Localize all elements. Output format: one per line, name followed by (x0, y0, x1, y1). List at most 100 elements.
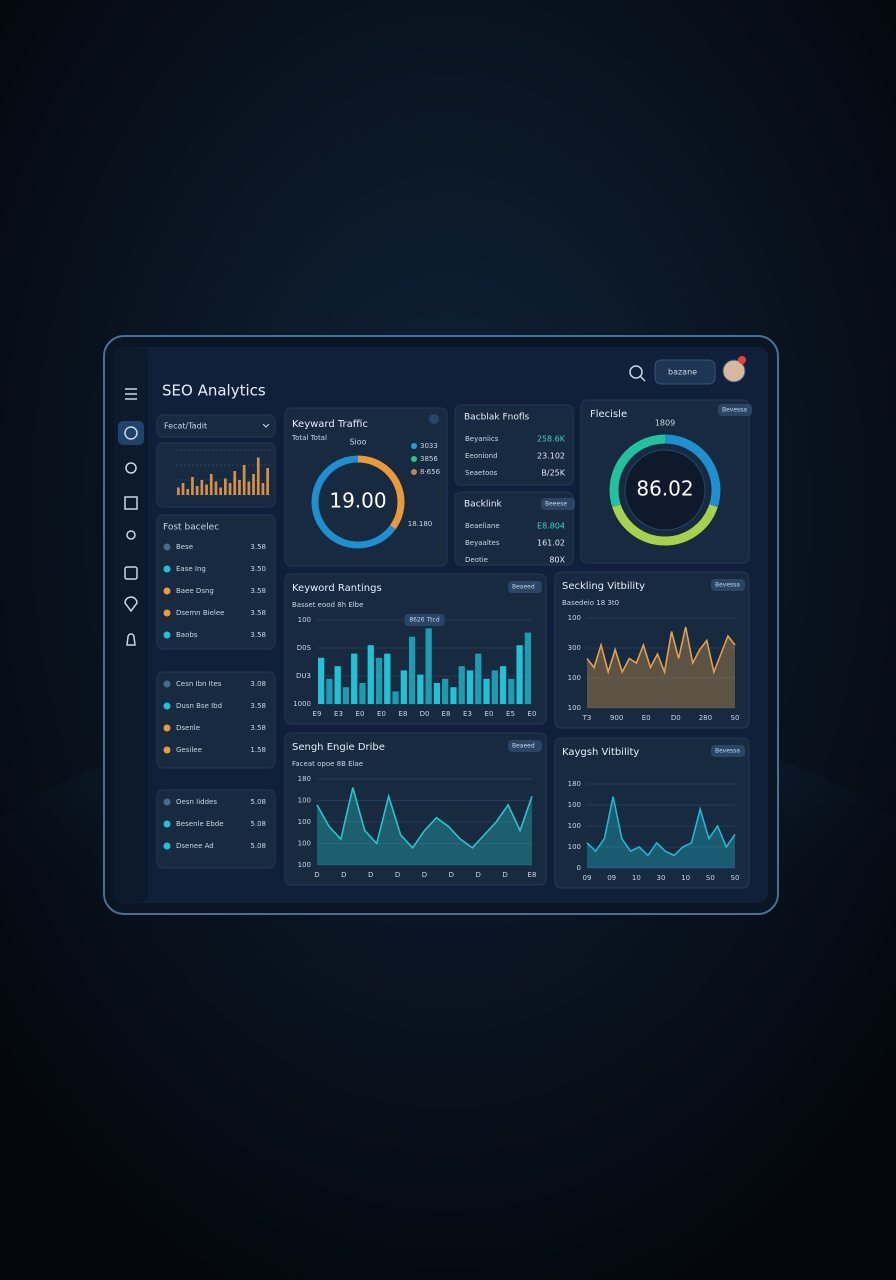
donut-value: 19.00 (329, 489, 386, 513)
x-tick-label: 09 (607, 874, 616, 882)
bar (209, 474, 213, 495)
x-tick-label: D (476, 871, 481, 879)
chart-subtitle: Basedeio 18 3t0 (562, 599, 619, 607)
button[interactable] (711, 745, 745, 757)
bar (195, 486, 199, 495)
sidebar (114, 347, 148, 903)
bar (261, 483, 265, 495)
nav-icon[interactable] (124, 596, 138, 613)
nav-icon[interactable] (126, 530, 136, 540)
bar (242, 465, 246, 495)
list-value: 5.08 (250, 798, 266, 806)
y-tick-label: 100 (298, 840, 311, 848)
button[interactable] (508, 740, 542, 752)
list-dot (163, 820, 171, 828)
bar (224, 478, 227, 495)
card-title: Flecisle (590, 409, 627, 420)
x-tick-label: 09 (583, 874, 592, 882)
y-tick-label: 100 (568, 843, 581, 851)
nav-icon[interactable] (124, 426, 138, 440)
avatar[interactable] (722, 359, 746, 383)
bar (392, 691, 399, 704)
bar (252, 474, 255, 495)
x-tick-label: D (502, 871, 507, 879)
bar (191, 477, 194, 495)
chart-subtitle: Faceat opoe 8B Elae (292, 760, 363, 768)
x-tick-label: E8 (442, 710, 451, 718)
bar (266, 468, 269, 495)
x-tick-label: 10 (632, 874, 641, 882)
donut-value: 86.02 (636, 477, 693, 501)
line (586, 626, 736, 675)
nav-icon[interactable] (124, 496, 138, 510)
x-tick-label: D (395, 871, 400, 879)
list-label: Cesn Ibn Ites (176, 680, 222, 688)
bar (417, 674, 424, 704)
bar (384, 653, 391, 704)
list-dot (163, 680, 171, 688)
chart-title: Seckling Vitbility (562, 581, 645, 592)
list-dot (163, 842, 171, 850)
button[interactable] (718, 404, 752, 416)
donut-segment (609, 434, 721, 546)
x-tick-label: E3 (334, 710, 343, 718)
chart-title: Keyword Rantings (292, 583, 382, 594)
bar (483, 678, 490, 704)
card (284, 732, 547, 886)
y-tick-label: 100 (568, 704, 581, 712)
list-value: 5.08 (250, 842, 266, 850)
bar (342, 687, 350, 704)
y-tick-label: 100 (298, 861, 311, 869)
search-label[interactable]: bazane (668, 368, 697, 377)
donut-label: Sioo (349, 438, 366, 447)
button-label: Bevessa (722, 407, 747, 414)
row-label: Eeoniond (465, 452, 498, 460)
button[interactable] (541, 498, 575, 510)
card (454, 404, 574, 486)
bar (334, 666, 341, 704)
list-dot (163, 609, 171, 617)
nav-icon[interactable] (124, 566, 138, 580)
y-tick-label: 1000 (293, 700, 311, 708)
list-dot (163, 702, 171, 710)
tooltip-label: 8626 Ttcd (409, 617, 439, 624)
nav-icon[interactable] (125, 462, 137, 474)
x-tick-label: D (449, 871, 454, 879)
list-value: 3.58 (250, 543, 266, 551)
app-title: SEO Analytics (162, 382, 266, 400)
x-tick-label: S0 (706, 874, 715, 882)
list-label: Ease Ing (176, 565, 206, 573)
search-icon[interactable] (629, 365, 643, 379)
y-tick-label: 180 (568, 780, 581, 788)
x-tick-label: E0 (377, 710, 386, 718)
bar (524, 632, 531, 704)
x-tick-label: 900 (610, 714, 623, 722)
row-label: Seaetoos (465, 469, 498, 477)
search-button[interactable] (654, 359, 716, 385)
list-dot (163, 631, 171, 639)
bar (200, 480, 204, 495)
nav-icon[interactable] (126, 633, 136, 646)
card-title: Backlink (464, 500, 503, 510)
list-dot (163, 543, 171, 551)
button[interactable] (711, 579, 745, 591)
list-value: 3.50 (250, 565, 266, 573)
button[interactable] (508, 581, 542, 593)
y-tick-label: 100 (298, 616, 311, 624)
card (156, 671, 276, 769)
bar (256, 457, 260, 495)
x-tick-label: E3 (463, 710, 472, 718)
list-label: Dsenee Ad (176, 842, 214, 850)
x-tick-label: E8 (528, 871, 537, 879)
menu-icon[interactable] (125, 388, 137, 400)
x-tick-label: E0 (642, 714, 651, 722)
legend-label: 3856 (420, 455, 438, 463)
button-label: Bevessa (715, 582, 740, 589)
list-dot (163, 724, 171, 732)
x-tick-label: E0 (528, 710, 537, 718)
list-dot (163, 587, 171, 595)
list-label: Dusn Bse Ibd (176, 702, 222, 710)
nav-active[interactable] (118, 421, 144, 445)
card (156, 789, 276, 869)
donut-segment (311, 455, 405, 549)
